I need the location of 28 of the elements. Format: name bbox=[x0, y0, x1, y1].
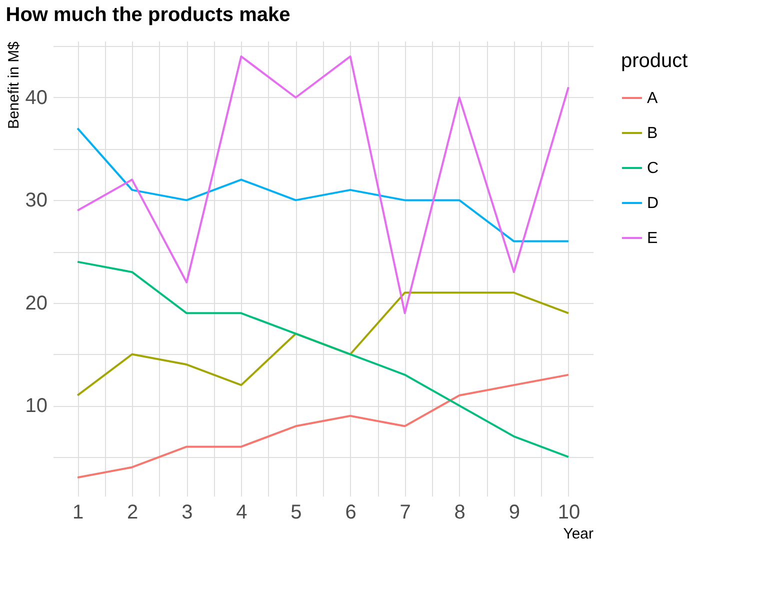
x-tick-label: 3 bbox=[182, 502, 193, 524]
x-tick-label: 5 bbox=[290, 502, 302, 524]
legend-label: D bbox=[647, 195, 659, 212]
line-series bbox=[76, 292, 570, 396]
x-tick-label: 6 bbox=[345, 502, 356, 524]
legend-label: A bbox=[647, 90, 658, 107]
x-tick-label: 4 bbox=[236, 502, 248, 524]
x-tick-label: 2 bbox=[127, 502, 138, 524]
y-axis-title: Benefit in M$ bbox=[5, 40, 22, 130]
y-tick-label: 30 bbox=[25, 190, 48, 212]
y-tick-label: 20 bbox=[25, 292, 48, 314]
legend-label: E bbox=[647, 230, 658, 247]
legend-label: C bbox=[647, 160, 659, 177]
x-tick-label: 9 bbox=[508, 502, 520, 524]
legend-title: product bbox=[621, 50, 688, 72]
line-series bbox=[76, 374, 570, 479]
line-series bbox=[76, 55, 570, 314]
x-tick-label: 1 bbox=[72, 502, 84, 524]
y-tick-label: 10 bbox=[25, 395, 48, 418]
x-tick-label: 7 bbox=[400, 502, 411, 524]
x-axis-title: Year bbox=[563, 526, 594, 542]
chart-title: How much the products make bbox=[6, 4, 290, 26]
line-series bbox=[76, 127, 570, 242]
line-series bbox=[76, 260, 570, 458]
y-tick-label: 40 bbox=[25, 86, 48, 109]
legend-label: B bbox=[647, 125, 658, 142]
x-tick-label: 8 bbox=[454, 502, 466, 524]
x-tick-label: 10 bbox=[558, 502, 580, 524]
